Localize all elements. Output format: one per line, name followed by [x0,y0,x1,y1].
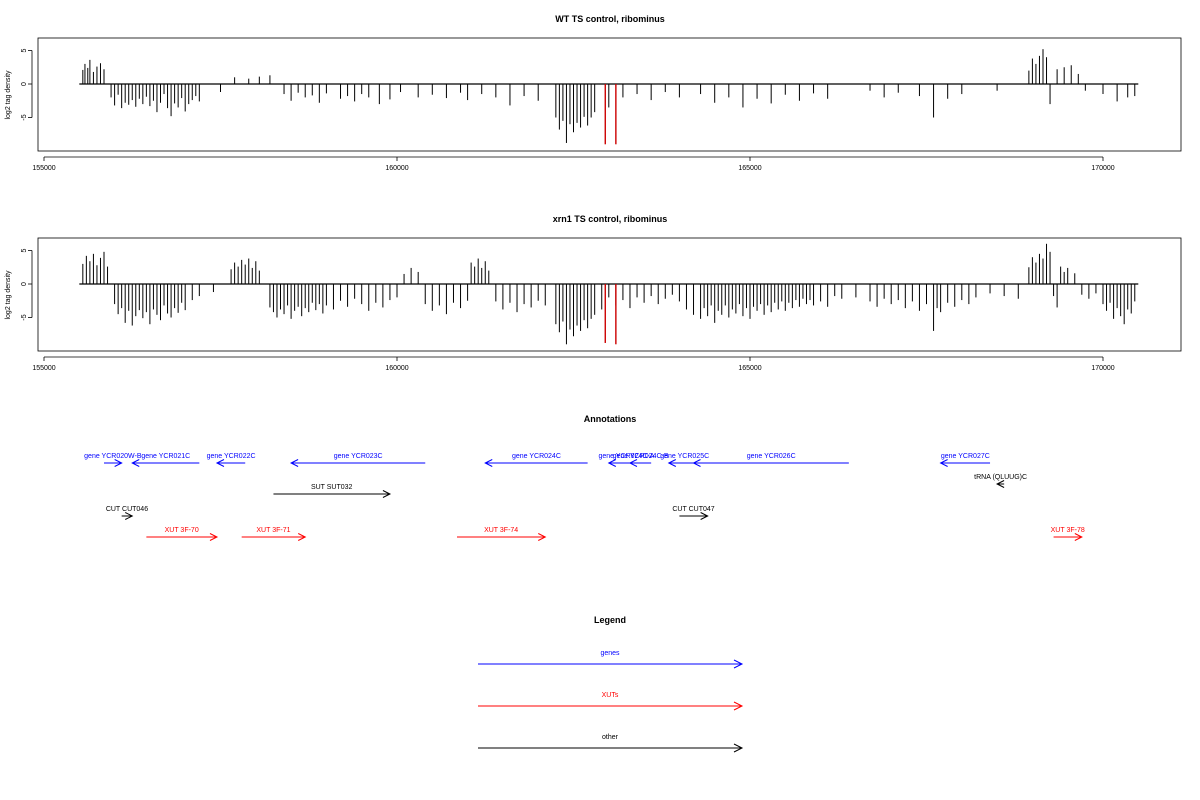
panel-xrn1-bars [79,243,1139,345]
annotation-feature: gene YCR024C [484,453,588,467]
panel-xrn1-frame [37,237,1182,352]
panel-xrn1-axes: 155000 160000 165000 170000 5 0 -5 [21,248,1115,372]
legend-arrowhead [733,659,744,669]
legend-arrowhead [733,743,744,753]
annotation-arrowhead [215,459,225,467]
annotation-arrowhead [700,512,709,520]
annotation-feature: CUT CUT047 [672,506,715,520]
annotation-arrowhead [995,480,1005,488]
annotation-label: XUT 3F-71 [256,527,290,534]
annotation-feature: gene YCR022C [207,453,256,467]
annotation-feature: tRNA (QLUUG)C [974,474,1027,488]
annotation-label: gene YCR020W-B [84,453,142,460]
panel-wt-x-tick-label: 155000 [32,165,55,172]
annotation-arrowhead [484,459,493,467]
annotation-label: CUT CUT047 [672,506,714,513]
annotation-label: gene YCR022C [207,453,256,460]
annotation-feature: SUT SUT032 [273,484,392,498]
annotation-arrowhead [131,459,140,467]
annotation-label: CUT CUT046 [106,506,148,513]
panel-xrn1-x-tick-label: 165000 [738,365,761,372]
annotation-label: gene YCR026C [747,453,796,460]
annotation-feature: gene YCR026C [692,453,849,467]
annotation-label: XUT 3F-70 [165,527,199,534]
annotation-feature: gene YCR027C [939,453,991,467]
annotation-arrowhead [692,459,701,467]
annotation-arrowhead [297,533,307,541]
panel-wt-y-tick-label: 0 [21,82,28,86]
annotation-label: gene YCR021C [141,453,190,460]
panel-xrn1-title: xrn1 TS control, ribominus [553,214,668,224]
annotation-arrowhead [209,533,219,541]
legend-arrowhead [733,701,744,711]
panel-xrn1-ylabel: log2 tag density [5,270,12,320]
panel-wt: WT TS control, ribominus log2 tag densit… [5,14,1182,172]
panel-wt-frame [37,37,1182,152]
annotation-arrowhead [939,459,948,467]
annotation-arrowhead [607,459,617,467]
annotation-label: tRNA (QLUUG)C [974,474,1027,481]
panel-xrn1-x-tick-label: 155000 [32,365,55,372]
panel-wt-title: WT TS control, ribominus [555,14,665,24]
panel-wt-y-tick-label: 5 [21,48,28,52]
annotations-panel: Annotations gene YCR020W-B gene YCR021C ge… [84,414,1085,541]
annotation-arrowhead [667,459,677,467]
annotation-arrowhead [538,533,547,541]
annotation-arrowhead [125,512,134,520]
annotation-label: gene YCR023C [334,453,383,460]
panel-xrn1-x-tick-label: 170000 [1091,365,1114,372]
annotation-label: XUT 3F-74 [484,527,518,534]
panel-wt-y-tick-label: -5 [21,114,28,120]
annotation-label: gene YCR027C [941,453,990,460]
legend-entries: genes XUTs other [478,650,744,753]
panel-xrn1-x-tick-label: 160000 [385,365,408,372]
annotation-feature: CUT CUT046 [106,506,148,520]
legend-label: other [602,734,619,741]
annotation-features: gene YCR020W-B gene YCR021C gene YCR022C ge… [84,453,1085,541]
annotation-arrowhead [382,490,392,498]
panel-wt-bars [79,49,1139,145]
annotation-feature: gene YCR023C [289,453,426,467]
annotation-feature: XUT 3F-78 [1051,527,1085,541]
legend-title: Legend [594,615,626,625]
annotation-feature: gene YCR024C-B [613,453,669,467]
annotation-arrowhead [289,459,299,467]
panel-wt-ylabel: log2 tag density [5,70,12,120]
legend-label: XUTs [602,692,619,699]
annotation-feature: gene YCR025C [660,453,709,467]
panel-wt-axes: 155000 160000 165000 170000 5 0 -5 [21,48,1115,172]
annotation-label: gene YCR024C-A [598,453,654,460]
annotation-arrowhead [1074,533,1083,541]
annotation-feature: XUT 3F-74 [457,527,547,541]
annotation-arrowhead [628,459,638,467]
panel-wt-x-tick-label: 165000 [738,165,761,172]
annotation-label: gene YCR025C [660,453,709,460]
legend-label: genes [600,650,620,657]
annotations-title: Annotations [584,414,637,424]
annotation-label: gene YCR024C-B [613,453,669,460]
panel-xrn1-y-tick-label: 5 [21,248,28,252]
legend-entry-other: other [478,734,744,753]
annotation-label: gene YCR024C [512,453,561,460]
legend-panel: Legend genes XUTs other [478,615,744,753]
panel-xrn1: xrn1 TS control, ribominus log2 tag dens… [5,214,1182,372]
panel-wt-x-tick-label: 160000 [385,165,408,172]
annotation-feature: XUT 3F-71 [241,527,307,541]
annotation-arrowhead [114,459,123,467]
annotation-label: SUT SUT032 [311,484,353,491]
panel-wt-x-tick-label: 170000 [1091,165,1114,172]
annotation-label: XUT 3F-78 [1051,527,1085,534]
annotation-feature: gene YCR021C [131,453,200,467]
panel-xrn1-y-tick-label: 0 [21,282,28,286]
panel-xrn1-y-tick-label: -5 [21,314,28,320]
legend-entry-xuts: XUTs [478,692,744,711]
annotation-feature: XUT 3F-70 [146,527,219,541]
annotation-feature: gene YCR020W-B [84,453,142,467]
legend-entry-genes: genes [478,650,744,669]
